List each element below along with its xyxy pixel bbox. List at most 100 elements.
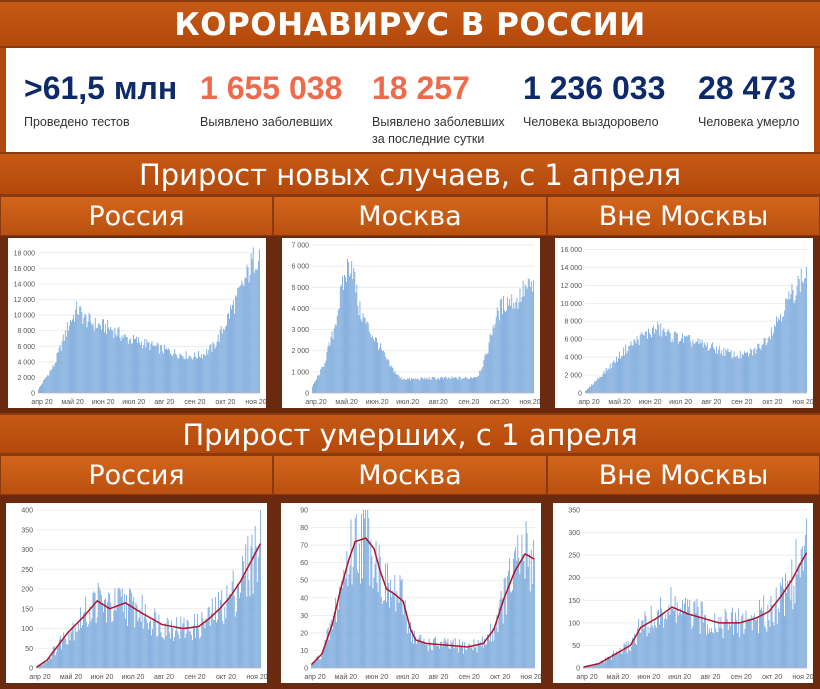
bar: [436, 645, 437, 668]
bar: [403, 606, 405, 668]
y-tick-label: 2 000: [291, 348, 309, 355]
bar: [787, 299, 789, 393]
bar: [169, 350, 171, 393]
bar: [684, 336, 686, 393]
bar: [177, 631, 179, 668]
bar: [629, 651, 631, 668]
bar: [258, 249, 260, 393]
bar: [597, 377, 599, 393]
x-tick-label: окт 20: [762, 674, 782, 681]
y-tick-label: 90: [300, 508, 308, 515]
y-tick-label: 2 000: [564, 373, 582, 380]
bar: [675, 333, 677, 393]
bar: [433, 638, 435, 668]
bar: [56, 645, 58, 668]
bar: [390, 365, 392, 393]
bar: [159, 624, 161, 668]
bar: [686, 335, 688, 393]
bar: [140, 344, 142, 393]
bar: [348, 262, 350, 393]
bar: [126, 595, 127, 668]
bar: [221, 590, 223, 668]
bar: [117, 328, 119, 393]
bar: [600, 376, 602, 393]
bar: [350, 519, 352, 668]
bar: [239, 597, 240, 668]
bar: [790, 294, 792, 393]
bar: [394, 371, 396, 393]
bar: [89, 606, 91, 668]
bar: [708, 349, 710, 393]
x-tick-label: авг.20: [429, 399, 448, 406]
bar: [83, 613, 84, 668]
bar: [216, 622, 217, 668]
bar: [113, 610, 115, 668]
bar: [122, 611, 124, 668]
bar: [692, 626, 694, 668]
bar: [715, 628, 717, 668]
bar: [679, 608, 681, 668]
stat-label-2: за последние сутки: [372, 132, 485, 146]
bar: [676, 333, 678, 393]
bar: [400, 377, 402, 393]
bar: [135, 602, 137, 668]
bar: [104, 599, 105, 668]
bar: [784, 310, 786, 393]
bar: [330, 619, 332, 668]
bar: [163, 344, 165, 393]
bar: [474, 647, 476, 668]
bar: [345, 578, 347, 668]
bar: [133, 334, 134, 393]
bar: [165, 635, 167, 668]
bar: [750, 615, 752, 668]
bar: [446, 642, 448, 668]
bar: [355, 514, 357, 668]
bar: [737, 358, 739, 393]
bar: [646, 636, 648, 668]
bar: [452, 377, 454, 393]
bar: [490, 335, 492, 393]
bar: [750, 348, 752, 393]
bar: [421, 642, 423, 668]
bar: [156, 636, 158, 668]
bar: [506, 310, 507, 393]
bar: [798, 562, 800, 668]
bar: [450, 378, 452, 393]
bar: [115, 610, 117, 668]
bar: [521, 296, 523, 393]
bar: [528, 279, 530, 393]
bar: [459, 376, 461, 393]
bar: [155, 345, 157, 393]
bar: [381, 603, 383, 668]
bar: [594, 381, 596, 393]
bar: [352, 566, 354, 668]
bar: [599, 664, 601, 668]
bar: [374, 337, 376, 393]
bar: [745, 610, 747, 668]
bar: [93, 330, 95, 393]
bar: [213, 619, 215, 668]
bar: [525, 521, 527, 668]
bar: [220, 599, 222, 668]
bar: [456, 644, 458, 668]
bar: [686, 611, 688, 668]
bar: [396, 591, 398, 668]
bar: [436, 378, 438, 393]
bar: [617, 361, 618, 393]
bar: [643, 629, 645, 668]
bar: [515, 547, 517, 668]
bar: [160, 344, 162, 393]
bar: [493, 327, 495, 393]
bar: [81, 627, 82, 668]
bar: [107, 601, 109, 668]
bar: [234, 616, 236, 668]
bar: [368, 518, 370, 668]
bar: [618, 653, 620, 668]
bar: [331, 331, 333, 393]
bar: [437, 377, 439, 393]
bar: [387, 563, 388, 668]
bar: [341, 275, 343, 393]
bar: [229, 593, 231, 668]
bar: [426, 644, 428, 668]
bar: [525, 286, 527, 393]
